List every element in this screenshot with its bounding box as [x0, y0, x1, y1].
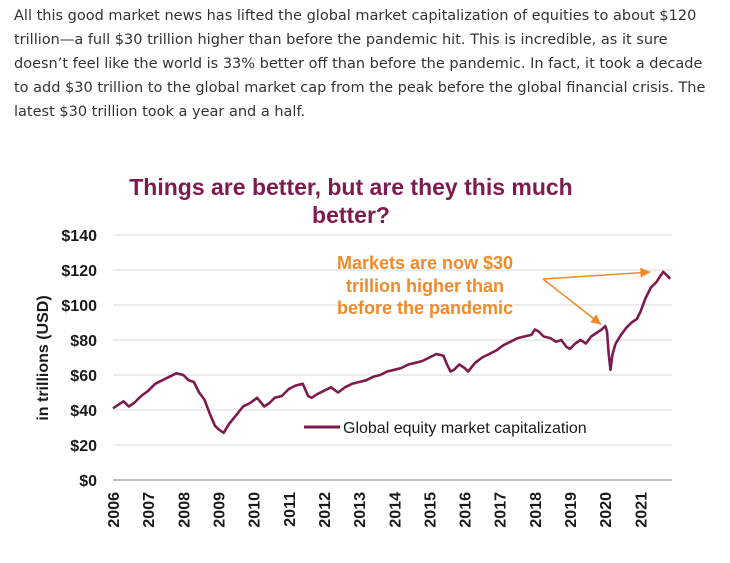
x-tick-label: 2021 — [633, 492, 650, 528]
y-tick-label: $60 — [70, 368, 97, 385]
y-axis-tick-labels: $0 $20 $40 $60 $80 $100 $120 $140 — [61, 228, 97, 490]
y-tick-label: $0 — [79, 473, 97, 490]
annotation-arrow-1 — [542, 278, 602, 326]
x-tick-label: 2008 — [176, 492, 193, 528]
annotation-arrows — [542, 267, 651, 326]
annotation: Markets are now $30 trillion higher than… — [337, 253, 651, 326]
chart-title-line-2: better? — [312, 202, 390, 228]
x-tick-label: 2010 — [247, 492, 264, 528]
y-axis-label: in trillions (USD) — [35, 295, 52, 420]
y-tick-label: $20 — [70, 438, 97, 455]
y-tick-label: $80 — [70, 333, 97, 350]
x-tick-label: 2017 — [493, 492, 510, 528]
annotation-line-2: trillion higher than — [346, 276, 504, 296]
x-tick-label: 2016 — [458, 492, 475, 528]
x-tick-label: 2007 — [141, 492, 158, 528]
article-paragraph: All this good market news has lifted the… — [14, 8, 706, 120]
x-tick-label: 2015 — [422, 492, 439, 528]
x-tick-label: 2018 — [528, 492, 545, 528]
legend: Global equity market capitalization — [304, 420, 587, 437]
annotation-arrowhead-2 — [640, 267, 651, 278]
annotation-line-1: Markets are now $30 — [337, 253, 513, 273]
annotation-arrow-2 — [542, 271, 651, 280]
x-tick-label: 2014 — [387, 492, 404, 528]
x-axis-tick-labels: 2006 2007 2008 2009 2010 2011 2012 2013 2014 2015… — [106, 492, 650, 528]
chart-title-line-1: Things are better, but are they this muc… — [129, 174, 572, 200]
y-tick-label: $40 — [70, 403, 97, 420]
y-tick-label: $100 — [61, 298, 97, 315]
legend-label: Global equity market capitalization — [343, 420, 587, 437]
x-tick-label: 2009 — [211, 492, 228, 528]
x-tick-label: 2006 — [106, 492, 123, 528]
x-tick-label: 2019 — [563, 492, 580, 528]
y-tick-label: $140 — [61, 228, 97, 245]
x-tick-label: 2012 — [317, 492, 334, 528]
annotation-line-3: before the pandemic — [337, 298, 513, 318]
x-tick-label: 2011 — [282, 492, 299, 527]
x-tick-label: 2020 — [598, 492, 615, 528]
gridlines — [113, 234, 672, 481]
series-line-global-equity-market-capitalization — [112, 270, 672, 435]
annotation-arrowhead-1 — [590, 314, 602, 325]
x-tick-label: 2013 — [352, 492, 369, 528]
y-tick-label: $120 — [61, 263, 97, 280]
